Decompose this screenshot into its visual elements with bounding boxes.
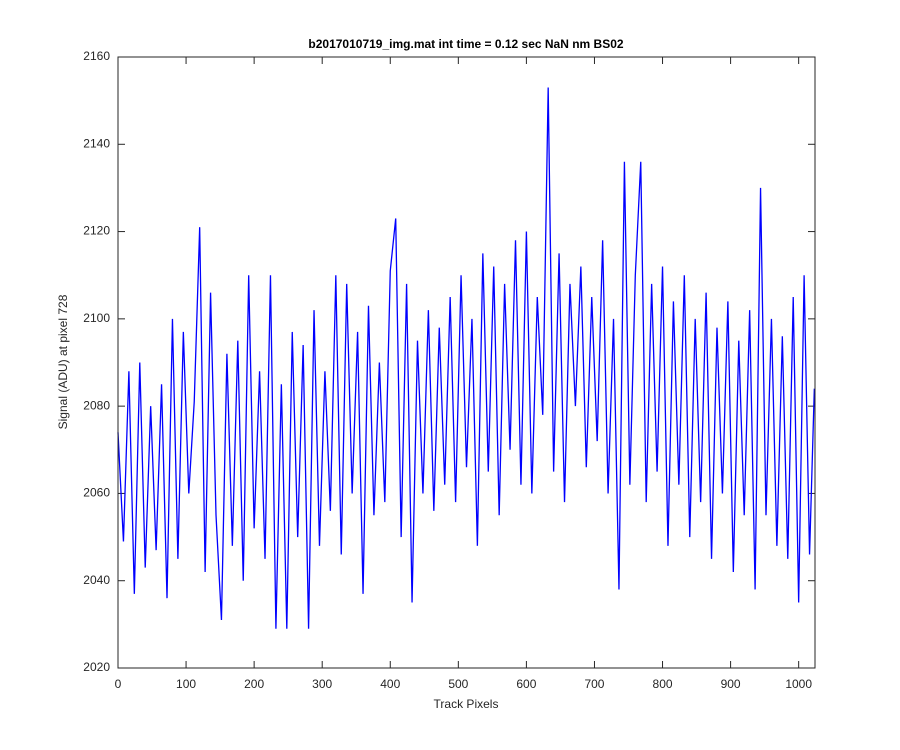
x-axis-label: Track Pixels	[434, 697, 499, 711]
y-axis-label: Signal (ADU) at pixel 728	[56, 294, 70, 429]
y-tick-label: 2040	[83, 573, 110, 587]
x-tick-label: 700	[584, 677, 604, 691]
y-tick-label: 2100	[83, 311, 110, 325]
x-tick-label: 100	[176, 677, 196, 691]
y-tick-label: 2140	[83, 136, 110, 150]
x-tick-label: 900	[721, 677, 741, 691]
x-tick-label: 0	[115, 677, 122, 691]
y-tick-label: 2020	[83, 660, 110, 674]
y-tick-label: 2080	[83, 398, 110, 412]
chart-title: b2017010719_img.mat int time = 0.12 sec …	[308, 37, 623, 51]
x-tick-label: 500	[448, 677, 468, 691]
data-line	[117, 87, 815, 629]
x-tick-label: 600	[516, 677, 536, 691]
y-tick-label: 2120	[83, 224, 110, 238]
y-tick-label: 2160	[83, 49, 110, 63]
x-tick-label: 200	[244, 677, 264, 691]
y-tick-label: 2060	[83, 486, 110, 500]
plot-frame	[117, 56, 816, 669]
x-tick-label: 400	[380, 677, 400, 691]
x-tick-label: 1000	[785, 677, 812, 691]
x-tick-label: 800	[653, 677, 673, 691]
x-tick-label: 300	[312, 677, 332, 691]
